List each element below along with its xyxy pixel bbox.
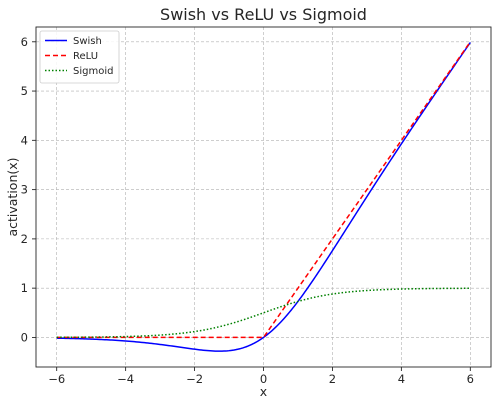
x-tick-label: 4 bbox=[398, 372, 405, 386]
x-axis-label: x bbox=[260, 384, 267, 399]
series-line-sigmoid bbox=[56, 287, 471, 339]
y-tick-label: 5 bbox=[21, 84, 28, 98]
chart-title: Swish vs ReLU vs Sigmoid bbox=[160, 5, 367, 24]
y-tick-label: 1 bbox=[21, 281, 28, 295]
y-tick-label: 6 bbox=[21, 35, 28, 49]
series-group bbox=[56, 41, 471, 352]
x-tick-label: −6 bbox=[48, 372, 65, 386]
y-tick-label: 2 bbox=[21, 232, 28, 246]
x-tick-label: −4 bbox=[117, 372, 134, 386]
axis-ticks: −6 −4 −2 0 2 4 6 0 1 2 3 4 5 6 bbox=[21, 35, 474, 386]
x-tick-label: 6 bbox=[467, 372, 474, 386]
x-tick-label: 2 bbox=[329, 372, 336, 386]
x-tick-label: 0 bbox=[260, 372, 267, 386]
legend: Swish ReLU Sigmoid bbox=[39, 30, 120, 84]
series-line-relu bbox=[56, 41, 471, 339]
x-tick-label: −2 bbox=[186, 372, 203, 386]
y-tick-label: 4 bbox=[21, 133, 28, 147]
y-tick-label: 3 bbox=[21, 183, 28, 197]
y-tick-label: 0 bbox=[21, 330, 28, 344]
legend-label-relu: ReLU bbox=[73, 51, 98, 62]
legend-label-swish: Swish bbox=[73, 36, 102, 47]
series-line-swish bbox=[56, 42, 471, 352]
legend-label-sigmoid: Sigmoid bbox=[73, 66, 113, 77]
y-axis-label: activation(x) bbox=[5, 157, 20, 236]
